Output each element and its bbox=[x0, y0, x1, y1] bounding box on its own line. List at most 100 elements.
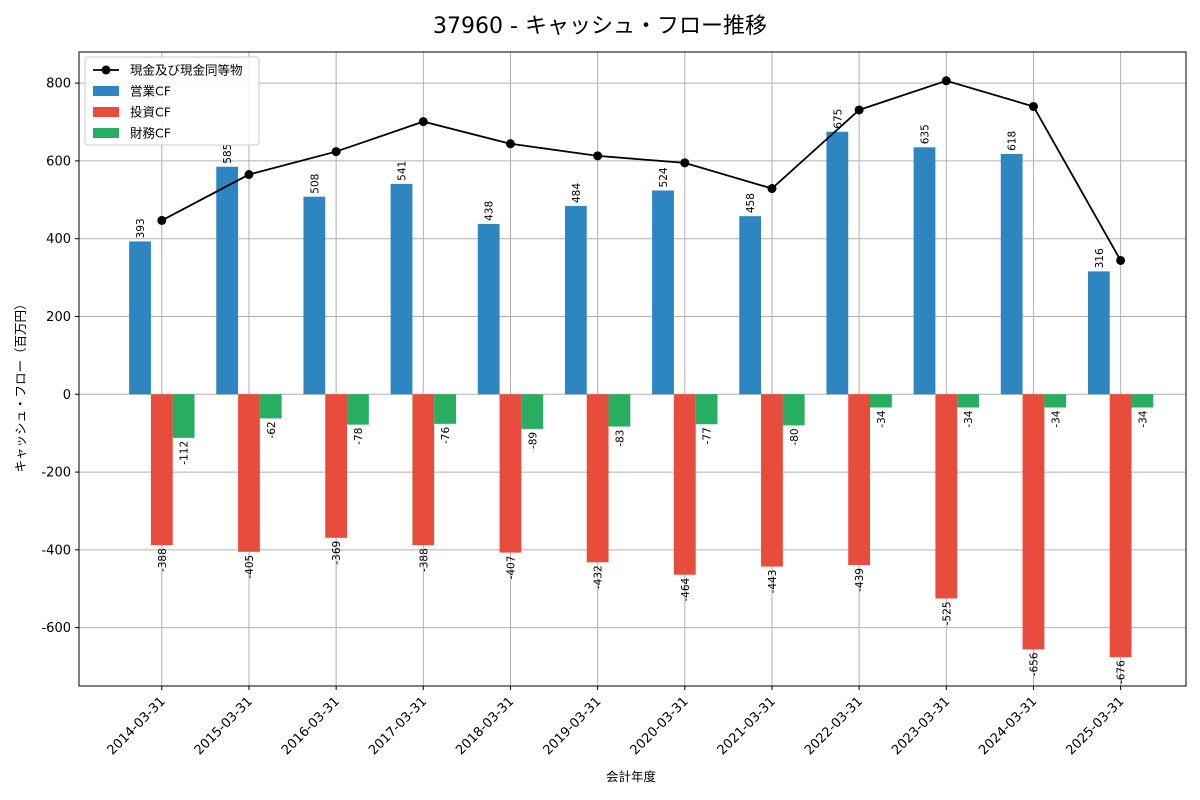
data-label: -83 bbox=[614, 430, 626, 447]
data-label: 508 bbox=[309, 174, 321, 194]
x-tick-label: 2014-03-31 bbox=[105, 694, 169, 758]
bar-2-8 bbox=[870, 394, 892, 408]
data-label: 635 bbox=[920, 124, 932, 144]
legend-label: 営業CF bbox=[130, 84, 171, 99]
cash-point-4 bbox=[505, 139, 515, 149]
y-tick-label: 0 bbox=[63, 388, 71, 403]
cash-point-3 bbox=[418, 117, 428, 127]
bar-0-7 bbox=[739, 216, 762, 395]
data-label: -656 bbox=[1028, 652, 1040, 676]
data-label: -78 bbox=[353, 428, 365, 445]
legend-box bbox=[84, 56, 260, 146]
bar-0-9 bbox=[913, 147, 936, 395]
x-tick-label: 2021-03-31 bbox=[715, 694, 779, 758]
bar-2-10 bbox=[1044, 394, 1067, 408]
data-label: -77 bbox=[702, 427, 714, 444]
legend-label: 現金及び現金同等物 bbox=[130, 63, 243, 78]
bar-0-8 bbox=[826, 131, 849, 395]
y-tick-label: -400 bbox=[41, 543, 71, 558]
bar-2-6 bbox=[695, 394, 718, 425]
bar-0-0 bbox=[129, 241, 151, 395]
bar-1-10 bbox=[1022, 394, 1045, 650]
data-label: -443 bbox=[767, 570, 779, 594]
data-label: -369 bbox=[331, 541, 343, 565]
cash-point-10 bbox=[1028, 101, 1038, 111]
data-label: -34 bbox=[963, 410, 975, 427]
x-tick-label: 2016-03-31 bbox=[279, 694, 343, 758]
x-tick-label: 2023-03-31 bbox=[889, 694, 953, 758]
x-tick-label: 2025-03-31 bbox=[1063, 694, 1127, 758]
data-label: 675 bbox=[832, 109, 844, 129]
bar-1-1 bbox=[238, 394, 260, 552]
data-label: -676 bbox=[1116, 660, 1128, 684]
x-tick-label: 2015-03-31 bbox=[192, 694, 256, 758]
bar-1-9 bbox=[935, 394, 958, 599]
x-tick-label: 2019-03-31 bbox=[540, 694, 604, 758]
data-label: -525 bbox=[941, 601, 953, 625]
cash-line bbox=[157, 76, 1126, 265]
cash-point-9 bbox=[941, 76, 951, 86]
data-label: -62 bbox=[266, 421, 278, 438]
data-label: -89 bbox=[527, 432, 539, 449]
cash-point-0 bbox=[157, 215, 167, 225]
grid-lines bbox=[79, 52, 1186, 686]
bar-2-11 bbox=[1131, 394, 1154, 408]
data-label: -388 bbox=[157, 548, 169, 572]
chart-title: 37960 - キャッシュ・フロー推移 bbox=[433, 14, 767, 39]
legend-swatch-0 bbox=[93, 86, 119, 96]
data-label: 618 bbox=[1007, 131, 1019, 151]
data-label: -34 bbox=[876, 410, 888, 427]
data-label: -80 bbox=[789, 428, 801, 445]
bar-0-4 bbox=[477, 223, 500, 395]
legend-label: 投資CF bbox=[130, 105, 171, 120]
bar-0-10 bbox=[1000, 153, 1023, 395]
bar-0-2 bbox=[303, 196, 326, 395]
cash-point-2 bbox=[331, 147, 341, 157]
bar-2-9 bbox=[957, 394, 979, 408]
x-tick-label: 2020-03-31 bbox=[628, 694, 692, 758]
bar-2-5 bbox=[608, 394, 631, 427]
cash-point-5 bbox=[593, 151, 603, 161]
bar-0-3 bbox=[390, 183, 413, 395]
y-tick-label: 200 bbox=[46, 310, 71, 325]
bar-2-7 bbox=[782, 394, 805, 426]
data-label: 484 bbox=[571, 183, 583, 203]
y-tick-label: 800 bbox=[46, 77, 71, 92]
cash-point-11 bbox=[1116, 255, 1126, 265]
x-axis-title: 会計年度 bbox=[606, 769, 657, 784]
legend-line-marker bbox=[101, 65, 111, 75]
bar-1-7 bbox=[761, 394, 783, 567]
bar-1-3 bbox=[412, 394, 435, 546]
bar-2-0 bbox=[172, 394, 195, 438]
bar-0-5 bbox=[564, 206, 587, 395]
data-label: -439 bbox=[854, 568, 866, 592]
bars bbox=[129, 131, 1154, 658]
bar-2-4 bbox=[521, 394, 544, 429]
bar-1-6 bbox=[673, 394, 696, 575]
bar-1-4 bbox=[499, 394, 522, 553]
data-label: 524 bbox=[658, 167, 670, 187]
bar-2-1 bbox=[259, 394, 282, 419]
cash-point-6 bbox=[680, 158, 690, 168]
legend-swatch-2 bbox=[93, 128, 119, 138]
data-label: 393 bbox=[135, 218, 147, 238]
data-label: 541 bbox=[397, 161, 409, 181]
y-tick-label: 600 bbox=[46, 154, 71, 169]
data-label: -432 bbox=[593, 565, 605, 589]
y-tick-label: 400 bbox=[46, 232, 71, 247]
bar-2-2 bbox=[347, 394, 369, 425]
data-labels: 393 585 508 541 438 484 524 458 675 635 618 316 -388… bbox=[135, 109, 1149, 684]
data-label: -112 bbox=[179, 441, 191, 465]
data-label: -405 bbox=[244, 555, 256, 579]
cash-point-8 bbox=[854, 105, 864, 115]
legend-swatch-1 bbox=[93, 107, 119, 117]
data-label: -407 bbox=[505, 556, 517, 580]
data-label: -76 bbox=[440, 427, 452, 444]
data-label: 458 bbox=[745, 193, 757, 213]
data-label: -388 bbox=[418, 548, 430, 572]
bar-2-3 bbox=[434, 394, 456, 424]
bar-1-0 bbox=[150, 394, 173, 546]
x-tick-label: 2017-03-31 bbox=[366, 694, 430, 758]
